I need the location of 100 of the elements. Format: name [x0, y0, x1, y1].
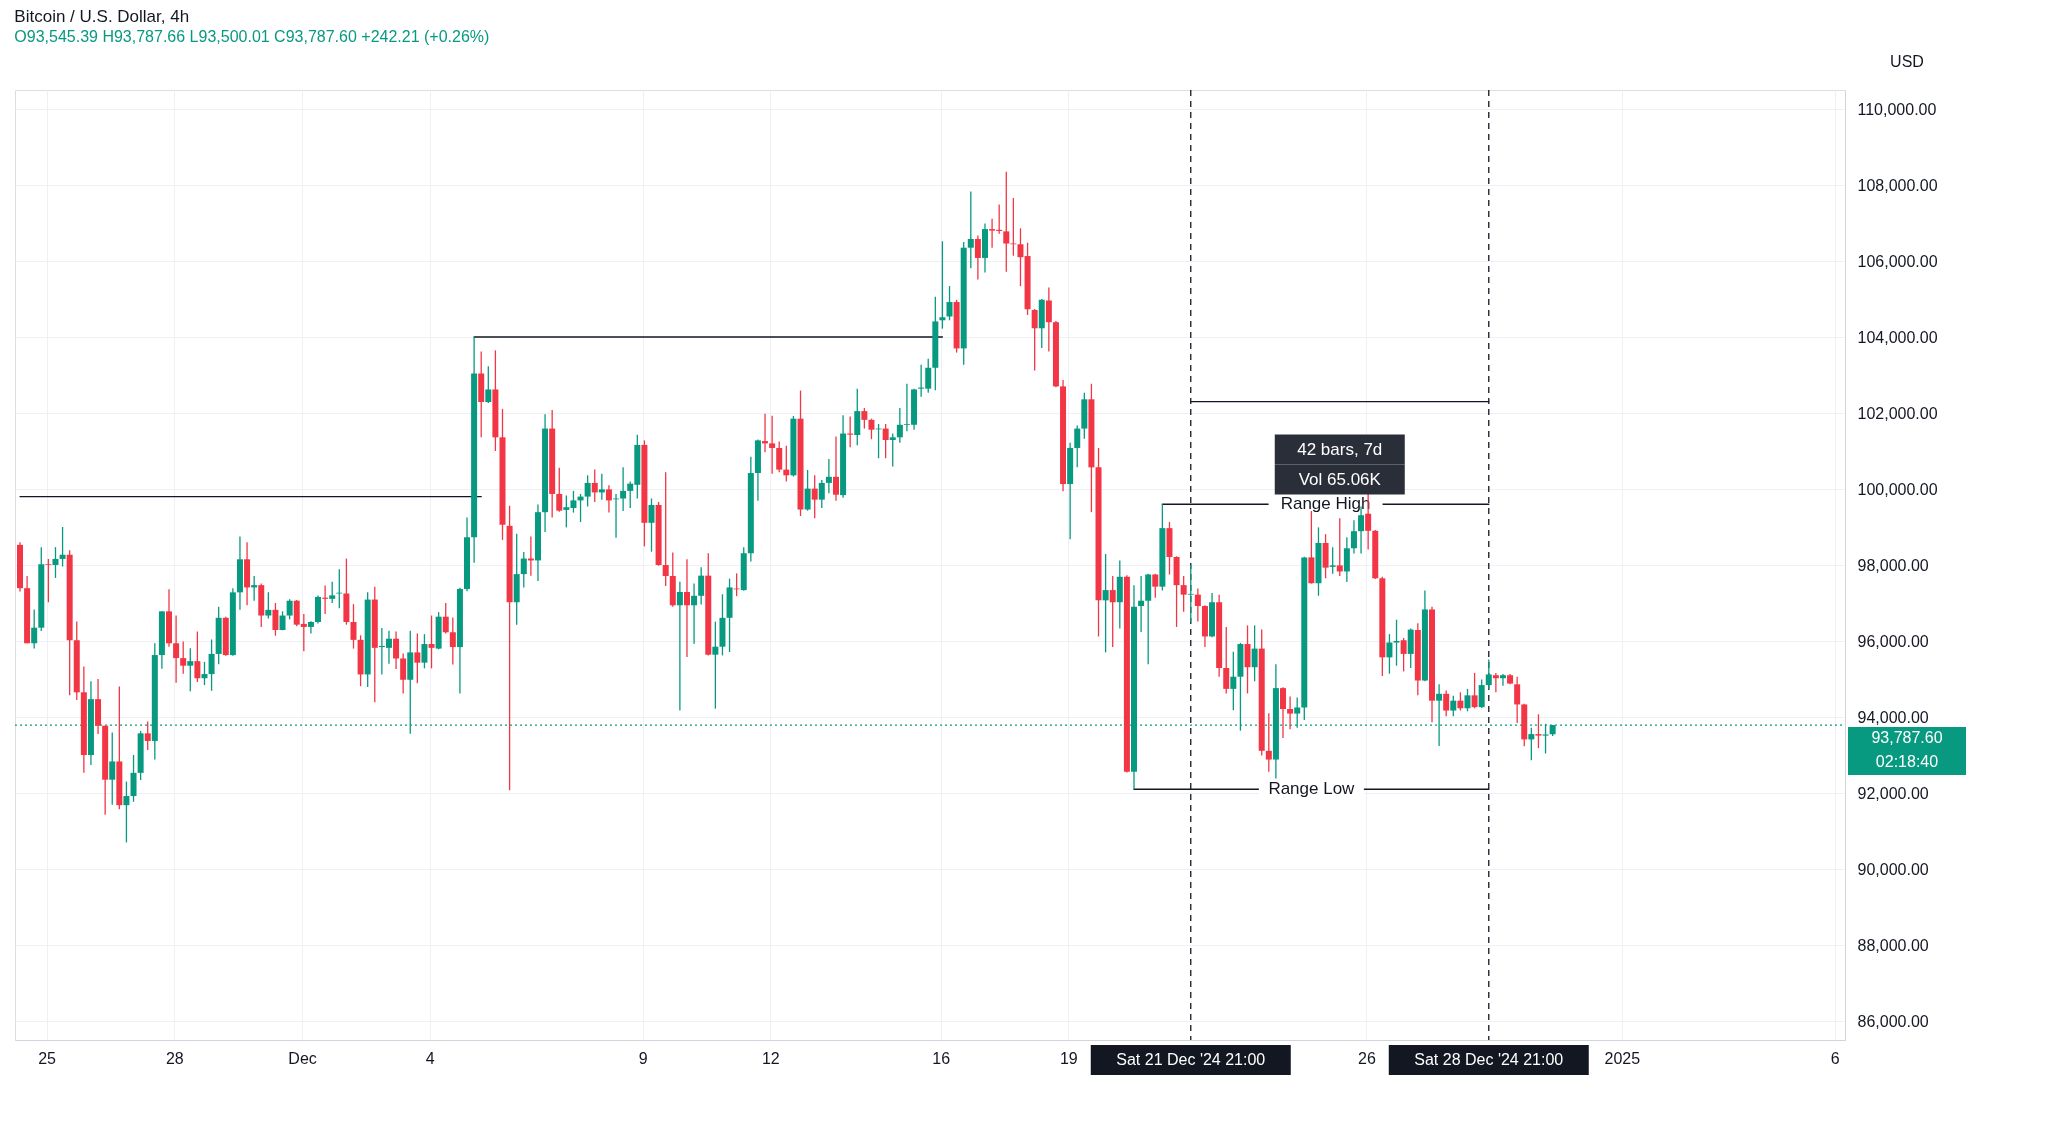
candlestick: [421, 633, 428, 670]
candlestick: [620, 466, 627, 512]
y-tick-label: 108,000.00: [1857, 176, 1938, 194]
chart-title: Bitcoin / U.S. Dollar, 4h: [14, 7, 190, 26]
candlestick: [598, 473, 605, 501]
candlestick: [1045, 286, 1052, 353]
candlestick: [194, 630, 201, 683]
y-tick-label: 94,000.00: [1857, 708, 1929, 726]
candlestick: [1187, 564, 1194, 624]
candlestick: [130, 754, 137, 803]
candlestick: [272, 602, 279, 637]
x-tick-label: 16: [932, 1049, 951, 1067]
candlestick: [123, 780, 130, 844]
candlestick: [1265, 712, 1272, 773]
candlestick: [201, 661, 208, 686]
candlestick: [1251, 624, 1258, 682]
candlestick: [1499, 673, 1506, 687]
candlestick: [854, 388, 861, 446]
text: 02:18:40: [1875, 753, 1939, 771]
x-tick-label: 2025: [1604, 1049, 1641, 1067]
candlestick: [1492, 672, 1499, 693]
candlestick: [1138, 575, 1145, 633]
candlestick: [109, 731, 116, 806]
candlestick: [329, 581, 336, 604]
candlestick: [1464, 688, 1471, 712]
candlestick: [59, 526, 66, 568]
candlestick: [286, 598, 293, 620]
candlestick: [1109, 575, 1116, 648]
candlestick: [1485, 658, 1492, 690]
x-tick-label: 26: [1357, 1049, 1376, 1067]
candlestick: [648, 497, 655, 553]
x-tick-label: 4: [425, 1049, 435, 1067]
candlestick: [896, 407, 903, 444]
candlestick: [967, 190, 974, 269]
candlestick: [442, 602, 449, 635]
candlestick: [1074, 424, 1081, 468]
y-tick-label: 100,000.00: [1857, 480, 1938, 498]
text: USD: [1890, 53, 1924, 70]
x-tick-label: 6: [1830, 1049, 1840, 1067]
candlestick: [1287, 695, 1294, 730]
y-tick-label: 88,000.00: [1857, 936, 1929, 954]
candlestick: [683, 558, 690, 658]
x-tick-label: Dec: [288, 1049, 317, 1067]
candlestick: [173, 614, 180, 684]
candlestick: [1017, 227, 1024, 287]
candlestick: [776, 440, 783, 473]
y-tick-label: 98,000.00: [1857, 556, 1929, 574]
y-tick-label: 104,000.00: [1857, 328, 1938, 346]
candlestick: [974, 234, 981, 281]
candlestick: [584, 474, 591, 508]
candlestick: [520, 551, 527, 589]
candlestick: [187, 647, 194, 692]
candlestick: [1478, 678, 1485, 709]
candlestick: [1393, 619, 1400, 667]
candlestick: [1003, 171, 1010, 273]
candlestick: [1450, 695, 1457, 717]
candlestick: [1386, 633, 1393, 675]
y-tick-label: 90,000.00: [1857, 860, 1929, 878]
candlestick: [691, 582, 698, 645]
candlestick: [889, 432, 896, 468]
candlestick: [485, 365, 492, 404]
candlestick: [698, 566, 705, 606]
candlestick: [1457, 691, 1464, 712]
candlestick: [1223, 626, 1230, 695]
candlestick: [1350, 519, 1357, 555]
candlestick: [1343, 536, 1350, 583]
candlestick: [1280, 686, 1286, 739]
candlestick: [400, 652, 407, 695]
ref-line-label: 93,787.60: [1871, 729, 1943, 747]
candlestick: [946, 285, 953, 321]
ref-line-label: Sat 21 Dec '24 21:00: [1116, 1051, 1266, 1068]
candlestick: [1152, 573, 1159, 599]
y-tick-label: 102,000.00: [1857, 404, 1938, 422]
candlestick: [52, 546, 59, 579]
candlestick: [1244, 624, 1251, 695]
candlestick: [804, 469, 811, 512]
candlestick: [1102, 553, 1109, 654]
candlestick: [939, 240, 946, 330]
candlestick: [676, 581, 683, 712]
x-tick-label: 25: [38, 1049, 57, 1067]
candlestick: [350, 603, 357, 650]
candlestick: [861, 407, 868, 430]
candlestick: [1329, 546, 1336, 575]
candlestick: [1180, 575, 1187, 613]
candlestick: [605, 484, 612, 514]
ref-line-label: Sat 28 Dec '24 21:00: [1414, 1051, 1564, 1068]
candlestick: [1443, 689, 1450, 717]
candlestick: [882, 423, 889, 459]
y-tick-label: 106,000.00: [1857, 252, 1938, 270]
candlestick: [1336, 517, 1343, 577]
candlestick: [832, 435, 839, 502]
candlestick: [811, 474, 818, 519]
x-tick-label: 12: [761, 1049, 780, 1067]
candlestick: [1535, 713, 1542, 749]
candlestick: [336, 568, 343, 609]
candlestick: [144, 720, 151, 751]
candlestick: [428, 614, 435, 670]
candlestick: [1230, 650, 1237, 711]
candlestick: [1528, 726, 1535, 761]
series-label: Range Low: [1268, 779, 1356, 799]
